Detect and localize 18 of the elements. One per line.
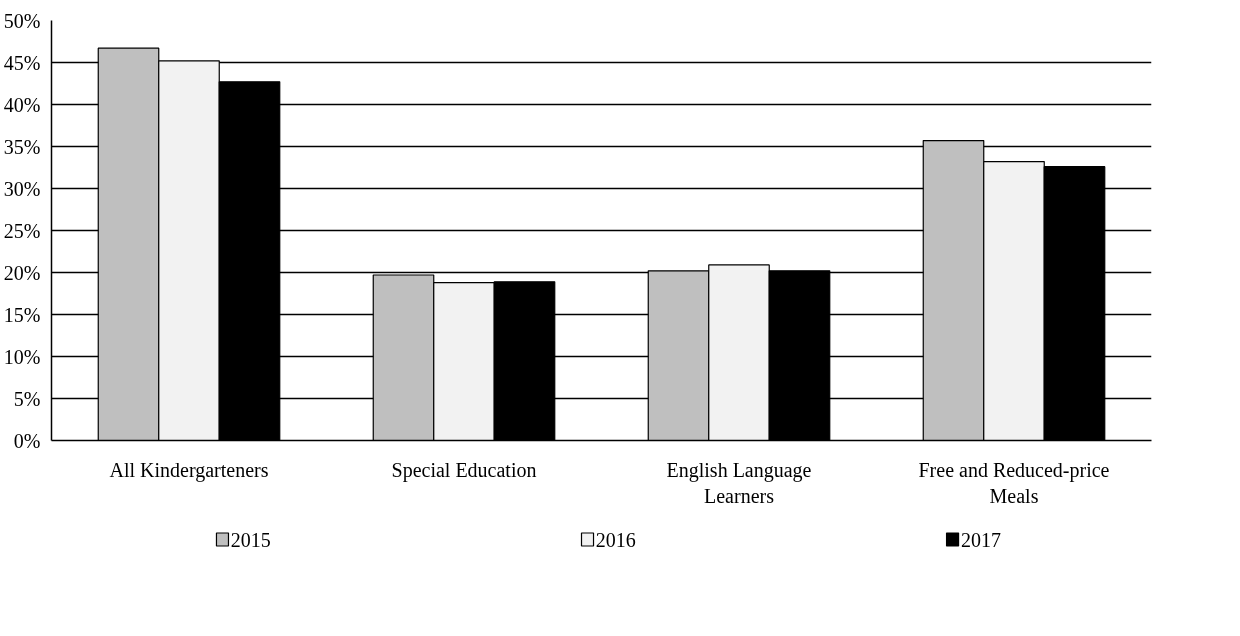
legend-label: 2017 bbox=[960, 528, 1001, 551]
x-tick-label: Special Education bbox=[391, 458, 537, 482]
y-tick-label: 0% bbox=[13, 429, 41, 452]
y-tick-label: 20% bbox=[3, 261, 41, 284]
y-tick-label: 10% bbox=[3, 345, 41, 368]
legend-label: 2015 bbox=[230, 528, 271, 551]
x-tick-label: Free and Reduced-price Meals bbox=[918, 458, 1110, 507]
y-tick-label: 15% bbox=[3, 303, 41, 326]
y-tick-label: 40% bbox=[3, 93, 41, 116]
y-tick-label: 25% bbox=[3, 219, 41, 242]
x-tick-label: English Language Learners bbox=[666, 458, 812, 507]
y-tick-label: 45% bbox=[3, 51, 41, 74]
y-tick-label: 35% bbox=[3, 135, 41, 158]
y-tick-label: 5% bbox=[13, 387, 41, 410]
y-tick-label: 50% bbox=[3, 9, 41, 32]
legend-label: 2016 bbox=[595, 528, 636, 551]
x-tick-label: All Kindergarteners bbox=[109, 458, 269, 482]
y-tick-label: 30% bbox=[3, 177, 41, 200]
